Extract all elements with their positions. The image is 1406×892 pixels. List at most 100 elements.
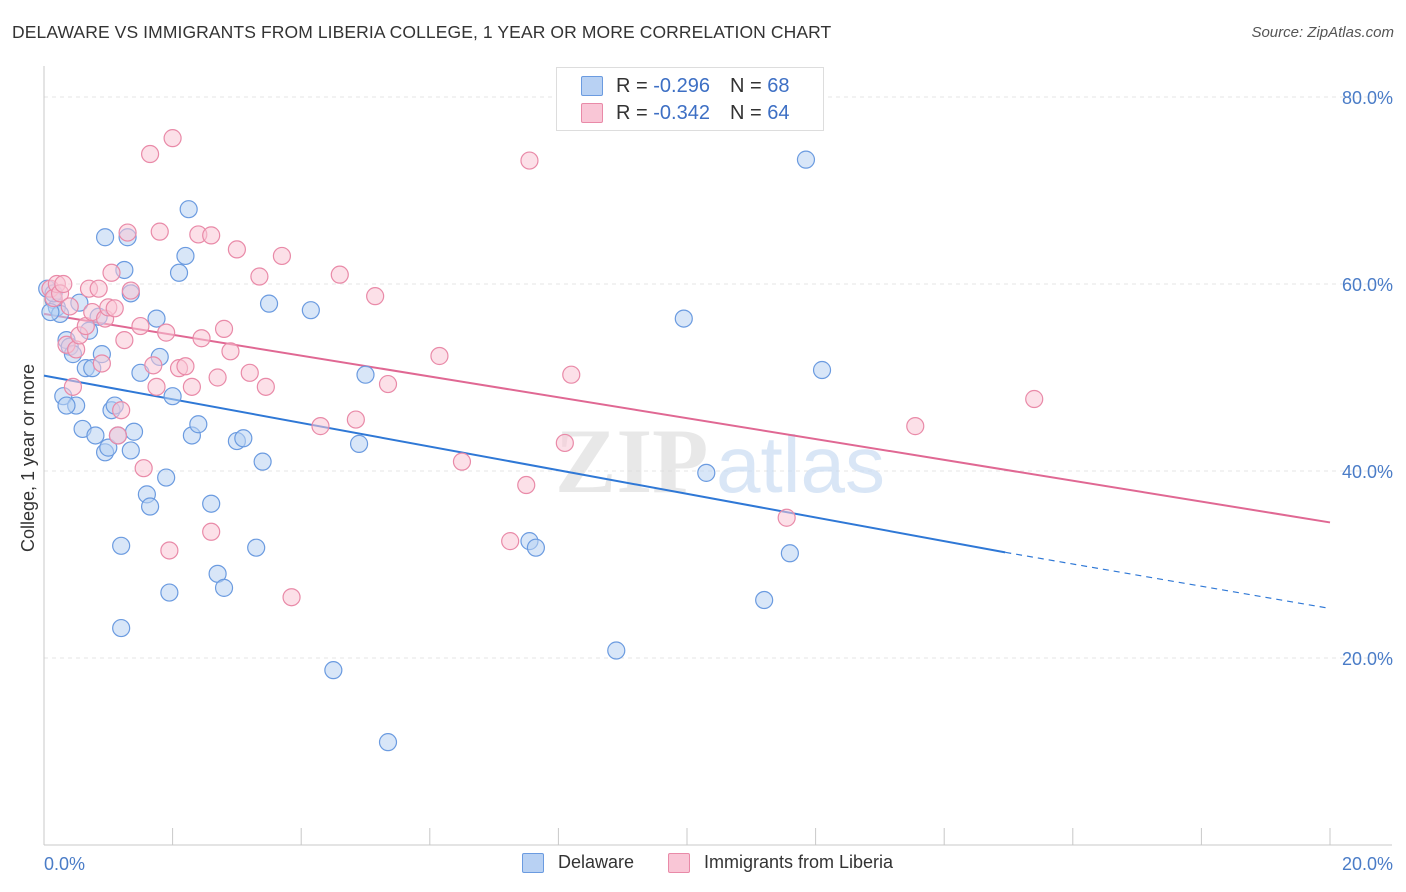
liberia-point-25: [134, 459, 153, 478]
delaware-point-54: [526, 538, 545, 557]
liberia-point-4: [54, 274, 73, 294]
legend-item-delaware: Delaware: [522, 852, 634, 873]
grid-lines: [44, 96, 1392, 659]
liberia-point-19: [108, 426, 128, 445]
liberia-point-37: [192, 329, 211, 348]
liberia-point-17: [102, 263, 121, 282]
liberia-point-26: [140, 144, 160, 164]
delaware-point-35: [169, 263, 189, 282]
liberia-point-61: [906, 417, 925, 436]
delaware-point-18: [99, 438, 118, 457]
liberia-point-6: [60, 297, 79, 316]
liberia-point-23: [121, 281, 140, 300]
delaware-point-57: [697, 463, 716, 482]
delaware-point-14: [86, 426, 105, 445]
delaware-point-46: [253, 452, 272, 471]
liberia-point-38: [202, 226, 221, 245]
delaware-point-55: [607, 641, 626, 660]
liberia-trend-line: [43, 312, 1331, 524]
liberia-point-62: [1025, 389, 1044, 409]
legend-swatch-liberia: [668, 852, 690, 873]
watermark-atlas: atlas: [716, 420, 885, 509]
delaware-point-47: [259, 294, 279, 313]
axes: [43, 66, 1392, 846]
y-tick-label-2: 60.0%: [1342, 275, 1393, 295]
liberia-point-34: [176, 357, 195, 376]
liberia-point-46: [272, 246, 292, 266]
liberia-point-35: [182, 377, 201, 396]
watermark: ZIP atlas: [555, 410, 885, 512]
liberia-point-22: [118, 223, 137, 242]
liberia-point-52: [378, 374, 398, 394]
delaware-trend-line: [43, 374, 1006, 554]
liberia-point-24: [131, 316, 150, 336]
liberia-point-29: [150, 222, 169, 241]
delaware-point-50: [349, 434, 369, 453]
delaware-r-label: R =: [616, 74, 648, 97]
liberia-point-13: [89, 279, 108, 298]
stats-legend: R = -0.296 N = 68 R = -0.342 N = 64: [556, 67, 824, 131]
liberia-point-55: [501, 532, 520, 551]
liberia-point-59: [562, 365, 581, 384]
legend-swatch-delaware: [522, 852, 544, 873]
delaware-point-51: [356, 365, 375, 384]
delaware-point-58: [755, 590, 774, 610]
liberia-point-63: [202, 522, 221, 541]
delaware-point-34: [163, 387, 182, 406]
liberia-point-48: [311, 417, 330, 436]
liberia-point-28: [147, 377, 166, 396]
delaware-point-44: [234, 429, 253, 448]
delaware-point-52: [378, 733, 398, 752]
delaware-point-49: [324, 661, 343, 680]
liberia-r-value: -0.342: [653, 101, 710, 124]
delaware-point-22: [112, 536, 131, 555]
liberia-point-47: [282, 588, 301, 607]
liberia-point-39: [208, 368, 227, 387]
y-tick-label-0: 20.0%: [1342, 649, 1393, 669]
liberia-point-32: [163, 129, 182, 148]
delaware-point-39: [189, 415, 208, 434]
liberia-point-31: [160, 541, 179, 560]
y-tick-label-1: 40.0%: [1342, 462, 1393, 482]
liberia-swatch: [581, 103, 603, 123]
legend-label-delaware: Delaware: [558, 852, 635, 872]
delaware-point-66: [121, 441, 140, 460]
delaware-point-63: [57, 396, 76, 415]
delaware-point-61: [812, 360, 832, 380]
liberia-point-27: [144, 356, 163, 375]
delaware-point-36: [176, 246, 195, 266]
liberia-point-58: [555, 433, 574, 453]
liberia-point-53: [430, 346, 449, 366]
data-points: [38, 129, 1044, 752]
liberia-point-41: [221, 342, 240, 361]
delaware-trend-extension: [1005, 551, 1331, 610]
x-tick-label-0: 0.0%: [44, 854, 85, 874]
tick-labels: 20.0% 40.0% 60.0% 80.0% 0.0% 20.0%: [44, 88, 1393, 874]
delaware-point-60: [796, 150, 816, 169]
delaware-point-30: [147, 309, 166, 328]
liberia-point-30: [157, 323, 176, 342]
x-tick-label-1: 20.0%: [1342, 854, 1393, 874]
series-legend: Delaware Immigrants from Liberia: [0, 852, 1406, 876]
delaware-point-48: [301, 301, 320, 320]
delaware-point-29: [140, 497, 160, 516]
legend-row-delaware: R = -0.296 N = 68: [581, 74, 789, 98]
delaware-point-59: [780, 544, 799, 563]
delaware-point-65: [95, 228, 115, 247]
liberia-point-57: [520, 151, 539, 170]
liberia-point-60: [777, 508, 796, 527]
legend-row-liberia: R = -0.342 N = 64: [581, 101, 789, 125]
delaware-r-value: -0.296: [653, 74, 710, 97]
liberia-point-14: [92, 354, 111, 373]
liberia-point-49: [330, 265, 349, 284]
delaware-point-40: [202, 494, 221, 513]
liberia-n-value: 64: [767, 101, 790, 124]
liberia-point-43: [240, 363, 259, 382]
chart-title: DELAWARE VS IMMIGRANTS FROM LIBERIA COLL…: [12, 22, 832, 42]
delaware-point-33: [160, 583, 179, 602]
source-note: Source: ZipAtlas.com: [1251, 24, 1394, 41]
liberia-point-56: [517, 475, 536, 495]
delaware-swatch: [581, 76, 603, 96]
delaware-n-label: N =: [729, 74, 762, 97]
